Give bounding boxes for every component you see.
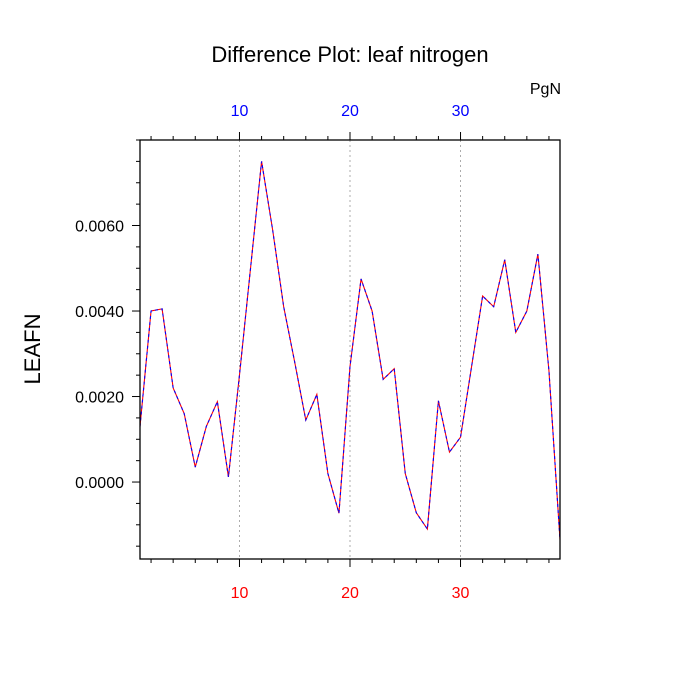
x-tick-label-bottom: 30 (452, 585, 470, 602)
y-tick-label: 0.0020 (75, 390, 124, 407)
x-tick-labels-top: 10 20 30 (231, 103, 470, 120)
series-line-overlay (139, 161, 561, 540)
x-tick-label-top: 20 (341, 103, 359, 120)
x-tick-label-bottom: 20 (341, 585, 359, 602)
chart-title: Difference Plot: leaf nitrogen (211, 42, 488, 67)
series-lines (139, 161, 561, 540)
x-tick-label-top: 30 (452, 103, 470, 120)
y-tick-labels: 0.0000 0.0020 0.0040 0.0060 (75, 219, 124, 493)
y-tick-label: 0.0060 (75, 219, 124, 236)
y-axis-label: LEAFN (20, 314, 45, 385)
y-tick-label: 0.0040 (75, 304, 124, 321)
axis-ticks (132, 132, 550, 567)
x-tick-label-bottom: 10 (231, 585, 249, 602)
x-tick-label-top: 10 (231, 103, 249, 120)
grid-lines (239, 140, 461, 559)
units-label: PgN (530, 81, 561, 98)
x-tick-labels-bottom: 10 20 30 (231, 585, 470, 602)
y-tick-label: 0.0000 (75, 475, 124, 492)
